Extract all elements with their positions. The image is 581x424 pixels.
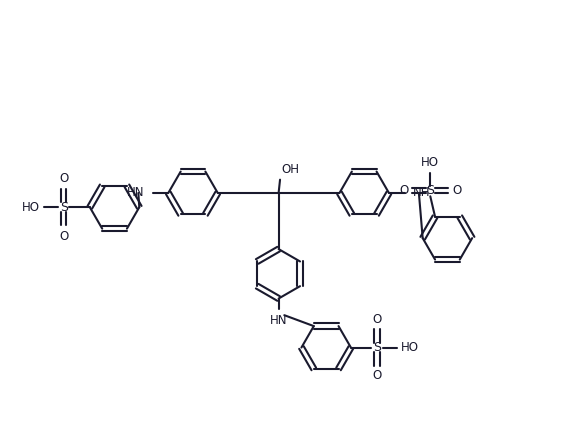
- Text: HO: HO: [22, 201, 40, 214]
- Text: O: O: [59, 172, 69, 185]
- Text: O: O: [59, 229, 69, 243]
- Text: OH: OH: [281, 163, 299, 176]
- Text: O: O: [372, 312, 382, 326]
- Text: NH: NH: [413, 187, 430, 199]
- Text: O: O: [452, 184, 461, 197]
- Text: O: O: [399, 184, 408, 197]
- Text: S: S: [426, 184, 435, 197]
- Text: HO: HO: [421, 156, 439, 169]
- Text: HO: HO: [401, 341, 419, 354]
- Text: S: S: [60, 201, 67, 214]
- Text: HN: HN: [270, 314, 288, 327]
- Text: HN: HN: [127, 187, 145, 199]
- Text: O: O: [372, 369, 382, 382]
- Text: S: S: [373, 341, 381, 354]
